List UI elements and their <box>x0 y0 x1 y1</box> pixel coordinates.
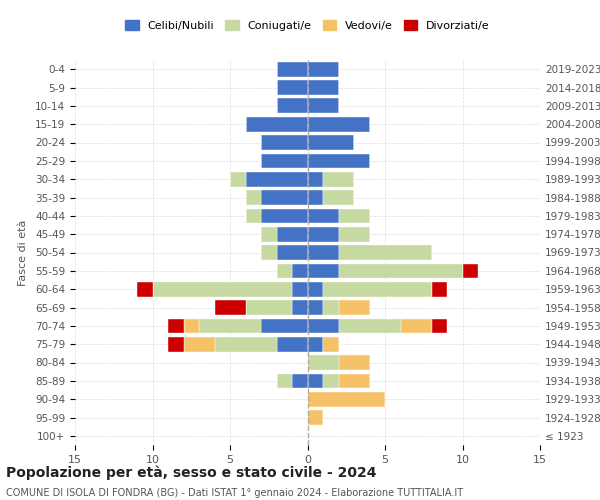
Bar <box>245 208 261 223</box>
Bar <box>308 208 338 223</box>
Bar <box>137 282 152 296</box>
Bar <box>261 190 308 205</box>
Text: Popolazione per età, sesso e stato civile - 2024: Popolazione per età, sesso e stato civil… <box>6 465 377 479</box>
Bar <box>338 300 370 315</box>
Bar <box>308 410 323 425</box>
Bar <box>338 208 370 223</box>
Bar <box>338 355 370 370</box>
Bar <box>308 282 323 296</box>
Y-axis label: Fasce di età: Fasce di età <box>18 220 28 286</box>
Bar <box>308 264 338 278</box>
Bar <box>277 227 308 242</box>
Bar <box>308 300 323 315</box>
Bar <box>431 318 447 333</box>
Bar <box>308 392 385 406</box>
Bar <box>292 300 308 315</box>
Bar <box>338 318 401 333</box>
Bar <box>323 300 338 315</box>
Bar <box>184 337 215 351</box>
Bar <box>245 300 292 315</box>
Bar <box>215 337 277 351</box>
Bar <box>308 117 370 132</box>
Bar <box>261 154 308 168</box>
Bar <box>323 190 354 205</box>
Bar <box>308 62 338 76</box>
Bar <box>215 300 245 315</box>
Bar <box>277 98 308 113</box>
Bar <box>277 337 308 351</box>
Bar <box>152 282 292 296</box>
Bar <box>230 172 245 186</box>
Bar <box>168 318 184 333</box>
Bar <box>338 374 370 388</box>
Bar <box>308 318 338 333</box>
Bar <box>199 318 261 333</box>
Bar <box>308 154 370 168</box>
Bar <box>292 374 308 388</box>
Bar <box>245 117 308 132</box>
Bar <box>292 282 308 296</box>
Bar <box>277 264 292 278</box>
Bar <box>308 80 338 95</box>
Legend: Celibi/Nubili, Coniugati/e, Vedovi/e, Divorziati/e: Celibi/Nubili, Coniugati/e, Vedovi/e, Di… <box>121 16 494 35</box>
Bar <box>338 245 431 260</box>
Bar <box>308 227 338 242</box>
Bar <box>261 208 308 223</box>
Text: COMUNE DI ISOLA DI FONDRA (BG) - Dati ISTAT 1° gennaio 2024 - Elaborazione TUTTI: COMUNE DI ISOLA DI FONDRA (BG) - Dati IS… <box>6 488 463 498</box>
Bar <box>308 374 323 388</box>
Bar <box>277 62 308 76</box>
Bar <box>323 337 338 351</box>
Bar <box>338 264 463 278</box>
Bar <box>323 282 431 296</box>
Bar <box>261 227 277 242</box>
Bar <box>261 245 277 260</box>
Bar <box>463 264 478 278</box>
Bar <box>323 172 354 186</box>
Bar <box>168 337 184 351</box>
Bar <box>245 190 261 205</box>
Bar <box>308 98 338 113</box>
Bar <box>184 318 199 333</box>
Bar <box>401 318 431 333</box>
Bar <box>277 80 308 95</box>
Bar <box>308 172 323 186</box>
Bar <box>277 374 292 388</box>
Bar <box>308 245 338 260</box>
Bar <box>292 264 308 278</box>
Bar <box>308 355 338 370</box>
Bar <box>261 135 308 150</box>
Bar <box>277 245 308 260</box>
Bar <box>308 135 354 150</box>
Bar <box>323 374 338 388</box>
Bar <box>431 282 447 296</box>
Bar <box>308 190 323 205</box>
Bar <box>245 172 308 186</box>
Bar <box>261 318 308 333</box>
Bar <box>308 337 323 351</box>
Bar <box>338 227 370 242</box>
